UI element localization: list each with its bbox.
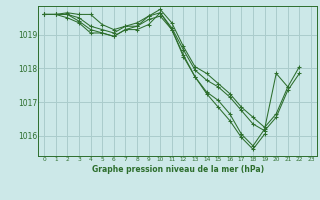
X-axis label: Graphe pression niveau de la mer (hPa): Graphe pression niveau de la mer (hPa) bbox=[92, 165, 264, 174]
